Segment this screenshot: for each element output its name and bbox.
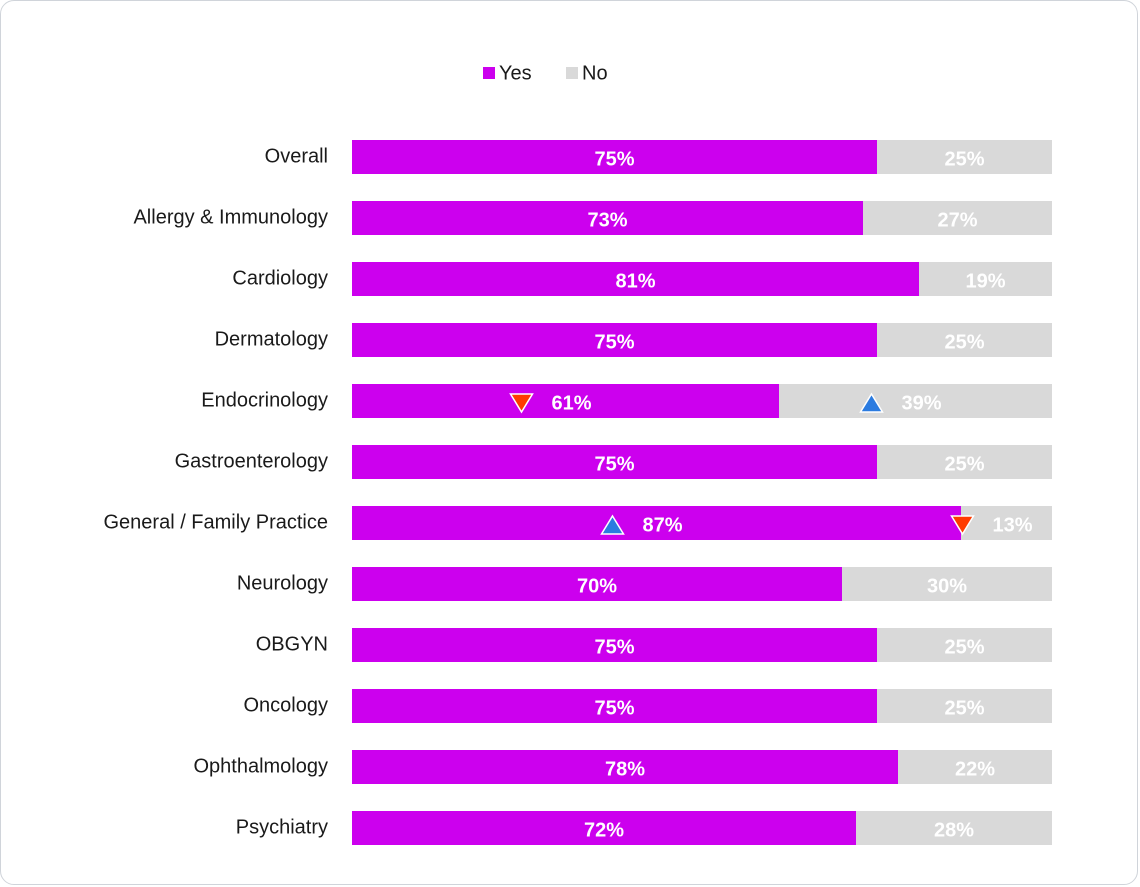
bar-segment	[877, 445, 1052, 479]
value-label: 25%	[944, 453, 984, 475]
bar-segment	[877, 323, 1052, 357]
category-label: Allergy & Immunology	[133, 206, 328, 228]
category-label: General / Family Practice	[103, 511, 328, 533]
value-label: 75%	[594, 697, 634, 719]
category-label: OBGYN	[256, 633, 328, 655]
bar-segment	[898, 750, 1052, 784]
bar-segment	[352, 445, 877, 479]
bar-segment	[352, 323, 877, 357]
bar-segment	[352, 628, 877, 662]
significance-marker	[600, 514, 625, 535]
bar-segment	[877, 689, 1052, 723]
value-label: 39%	[901, 392, 941, 414]
bar-segment	[856, 811, 1052, 845]
value-label: 27%	[937, 209, 977, 231]
category-label: Cardiology	[232, 267, 328, 289]
bar-segment	[352, 750, 898, 784]
bar-segment	[352, 506, 961, 540]
category-label: Dermatology	[215, 328, 328, 350]
bar-segment	[352, 262, 919, 296]
bar-segment	[961, 506, 1052, 540]
value-label: 19%	[965, 270, 1005, 292]
bar-segment	[779, 384, 1052, 418]
value-label: 75%	[594, 148, 634, 170]
bar-segment	[352, 689, 877, 723]
legend-label: Yes	[499, 62, 532, 84]
value-label: 75%	[594, 636, 634, 658]
value-label: 30%	[927, 575, 967, 597]
value-label: 75%	[594, 453, 634, 475]
category-label: Oncology	[244, 694, 329, 716]
category-label: Gastroenterology	[175, 450, 328, 472]
value-label: 13%	[992, 514, 1032, 536]
category-label: Overall	[265, 145, 328, 167]
value-label: 81%	[615, 270, 655, 292]
significance-marker	[509, 393, 534, 414]
bar-segment	[863, 201, 1052, 235]
value-label: 75%	[594, 331, 634, 353]
value-label: 87%	[642, 514, 682, 536]
value-label: 70%	[577, 575, 617, 597]
value-label: 25%	[944, 636, 984, 658]
value-label: 78%	[605, 758, 645, 780]
bar-segment	[877, 140, 1052, 174]
significance-marker	[950, 515, 975, 536]
value-label: 25%	[944, 331, 984, 353]
value-label: 25%	[944, 148, 984, 170]
bar-segment	[352, 811, 856, 845]
bar-segment	[842, 567, 1052, 601]
significance-marker	[859, 392, 884, 413]
value-label: 73%	[587, 209, 627, 231]
category-label: Psychiatry	[236, 816, 328, 838]
value-label: 22%	[955, 758, 995, 780]
bar-segment	[352, 384, 779, 418]
bar-segment	[352, 140, 877, 174]
legend-swatch	[566, 67, 578, 79]
category-label: Endocrinology	[201, 389, 328, 411]
value-label: 72%	[584, 819, 624, 841]
bar-segment	[352, 567, 842, 601]
category-label: Ophthalmology	[193, 755, 328, 777]
category-label: Neurology	[237, 572, 328, 594]
value-label: 25%	[944, 697, 984, 719]
value-label: 28%	[934, 819, 974, 841]
legend-swatch	[483, 67, 495, 79]
bar-segment	[352, 201, 863, 235]
bar-segment	[877, 628, 1052, 662]
legend-label: No	[582, 62, 608, 84]
bar-segment	[919, 262, 1052, 296]
value-label: 61%	[551, 392, 591, 414]
